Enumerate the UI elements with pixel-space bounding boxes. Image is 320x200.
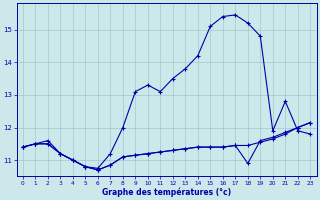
X-axis label: Graphe des températures (°c): Graphe des températures (°c)	[102, 187, 231, 197]
